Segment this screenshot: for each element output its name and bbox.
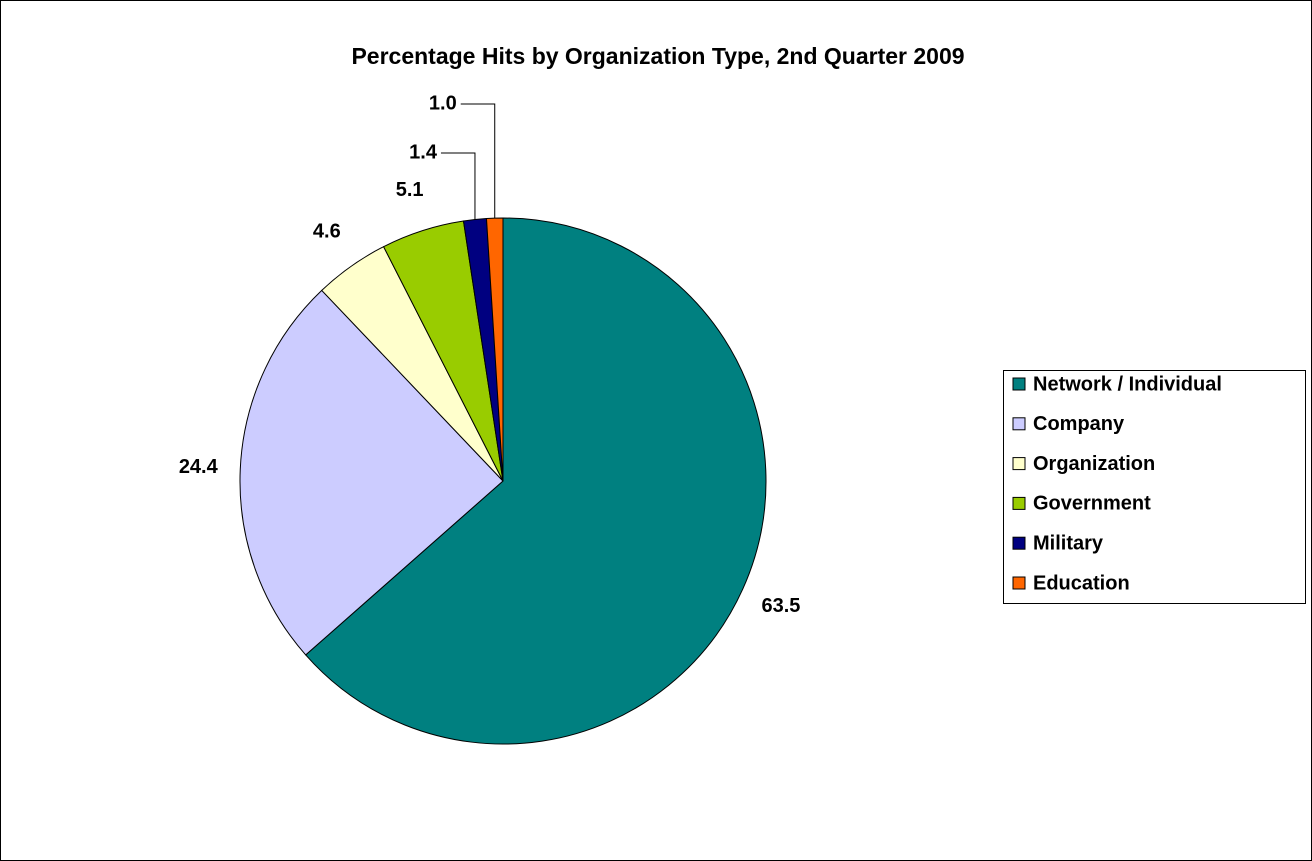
data-label: 4.6 (313, 220, 341, 242)
legend-label: Military (1033, 532, 1104, 554)
pie-slice (239, 289, 504, 656)
legend-label: Network / Individual (1033, 373, 1222, 395)
legend-label: Organization (1033, 453, 1155, 475)
data-label: 24.4 (179, 456, 219, 478)
legend-label: Education (1033, 572, 1130, 594)
legend-swatch (1012, 377, 1026, 391)
legend-swatch (1012, 536, 1026, 550)
legend-swatch (1012, 576, 1026, 590)
legend-swatch (1012, 496, 1026, 510)
data-label: 63.5 (762, 595, 801, 617)
legend-swatch (1012, 457, 1026, 471)
pie-slice (305, 217, 767, 745)
data-label: 1.0 (429, 92, 457, 114)
legend-swatch (1012, 417, 1026, 431)
legend-label: Company (1033, 413, 1125, 435)
leader-line (440, 152, 476, 220)
leader-line (460, 103, 496, 219)
chart-title: Percentage Hits by Organization Type, 2n… (351, 43, 964, 69)
legend-box (1003, 370, 1306, 604)
data-label: 5.1 (396, 179, 424, 201)
pie-slice (485, 217, 504, 482)
data-label: 1.4 (409, 141, 438, 163)
legend-label: Government (1033, 493, 1151, 515)
